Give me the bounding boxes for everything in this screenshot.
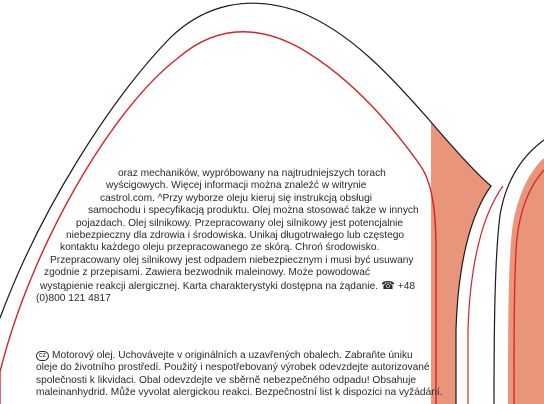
text-line: oraz mechaników, wypróbowany na najtrudn… (118, 168, 386, 179)
text-line: zgodnie z przepisami. Zawiera bezwodnik … (44, 267, 370, 279)
text-line: pojazdach. Olej silnikowy. Przepracowany… (76, 217, 404, 229)
text-line-part: Motorový olej. Uchovávejte v originálníc… (52, 350, 413, 361)
telephone-icon: ☎ (381, 279, 395, 292)
salmon-band-right (508, 158, 544, 404)
text-line: společnosti k likvidaci. Obal odevzdejte… (36, 374, 417, 386)
label-outline-black (0, 2, 492, 404)
text-line: oleje do životního prostředí. Použitý i … (36, 362, 430, 374)
country-code-badge: cz (36, 351, 49, 361)
text-line: samochodu i specyfikacją produktu. Olej … (88, 205, 419, 217)
phone-number: (0)800 121 4817 (36, 293, 111, 305)
salmon-band (431, 122, 491, 404)
text-line: Przepracowany olej silnikowy jest odpade… (50, 254, 414, 266)
right-outline-red (513, 169, 544, 404)
text-line: castrol.com. ^Przy wyborze oleju kieruj … (100, 192, 373, 204)
label-outline-red (0, 31, 437, 404)
band-red-curve (467, 185, 504, 404)
text-line-part: wystąpienie reakcji alergicznej. Karta c… (40, 280, 379, 292)
czech-warning-text: cz Motorový olej. Uchovávejte v origináln… (36, 350, 443, 400)
right-outline-black (493, 139, 544, 404)
text-line: kontaktu każdego oleju przepracowanego z… (60, 242, 380, 254)
text-line: cz Motorový olej. Uchovávejte v origináln… (36, 350, 413, 362)
polish-warning-text: oraz mechaników, wypróbowany na najtrudn… (36, 168, 419, 305)
text-line: wyścigowych. Więcej informacji można zna… (106, 180, 367, 192)
text-line: niebezpieczny dla zdrowia i środowiska. … (66, 230, 405, 242)
phone-prefix: +48 (397, 280, 416, 292)
text-line: wystąpienie reakcji alergicznej. Karta c… (36, 279, 415, 293)
text-line: maleinanhydrid. Může vyvolat alergickou … (36, 387, 443, 399)
